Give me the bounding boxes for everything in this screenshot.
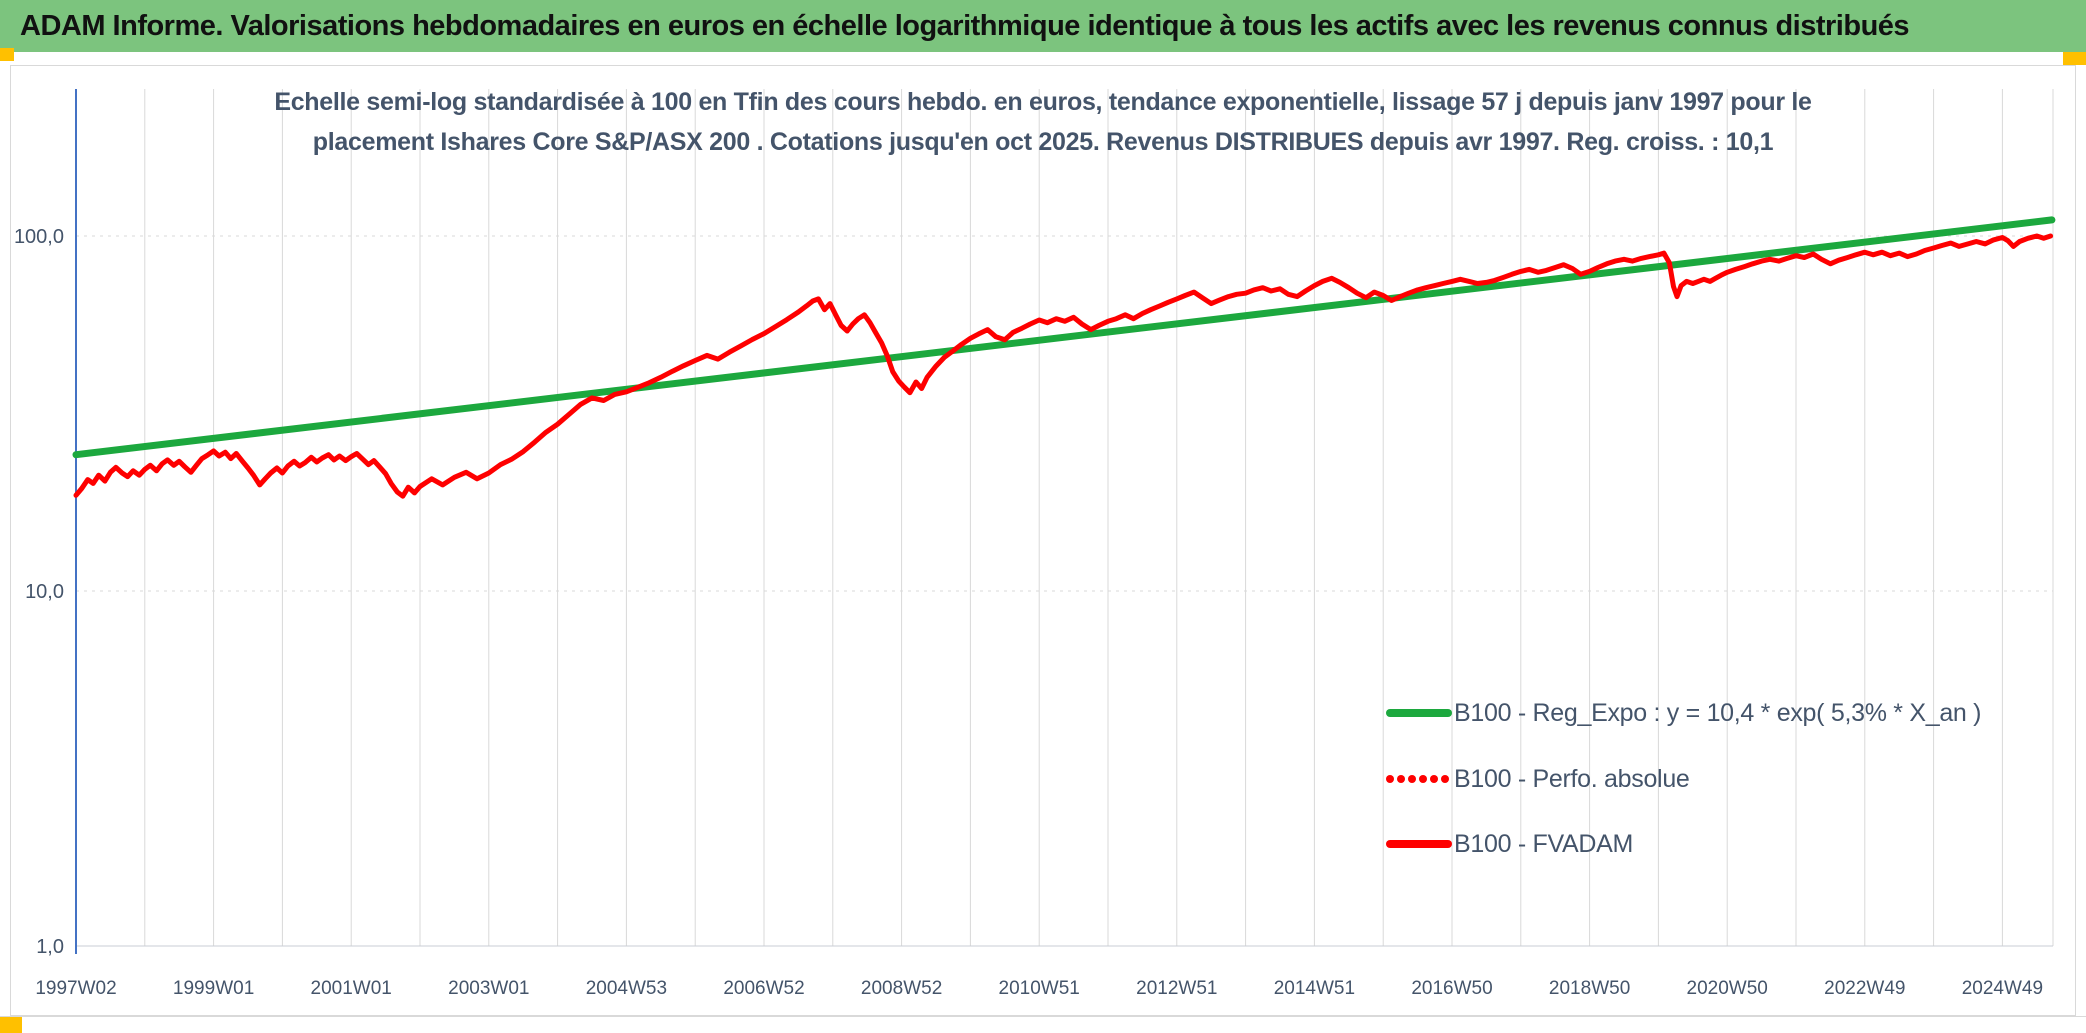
x-tick-label: 2024W49 [1962,978,2043,999]
series-fvadam-line[interactable] [73,233,2054,499]
legend-item-fvadam[interactable]: B100 - FVADAM [1386,824,1633,864]
header-bar: ADAM Informe. Valorisations hebdomadaire… [0,0,2086,52]
x-tick-label: 2014W51 [1274,978,1355,999]
legend-item-perfo-absolue[interactable]: B100 - Perfo. absolue [1386,759,1690,799]
bottom-divider [0,1016,2086,1017]
scroll-marker-top-right [2063,52,2086,65]
legend-label: B100 - Reg_Expo : y = 10,4 * exp( 5,3% *… [1454,698,1982,727]
y-tick-label: 10,0 [25,581,64,603]
chart-area[interactable]: Echelle semi-log standardisée à 100 en T… [10,65,2076,1016]
y-tick-label: 100,0 [14,226,64,248]
x-tick-label: 2006W52 [723,978,804,999]
legend-item-regexpo[interactable]: B100 - Reg_Expo : y = 10,4 * exp( 5,3% *… [1386,693,1982,733]
scroll-marker-top-left [0,48,14,61]
x-tick-label: 2018W50 [1549,978,1630,999]
legend-label: B100 - FVADAM [1454,829,1634,858]
x-tick-label: 2004W53 [586,978,667,999]
green-line-swatch [1386,709,1452,717]
red-dotted-swatch [1386,775,1452,783]
x-tick-label: 1997W02 [35,978,116,999]
x-tick-label: 2010W51 [999,978,1080,999]
legend-label: B100 - Perfo. absolue [1454,764,1690,793]
scroll-marker-bottom-left [0,1016,22,1033]
series-regexpo-line[interactable] [72,216,2056,459]
x-tick-label: 2020W50 [1687,978,1768,999]
x-tick-label: 2022W49 [1824,978,1905,999]
x-tick-label: 2016W50 [1411,978,1492,999]
x-tick-label: 2012W51 [1136,978,1217,999]
x-tick-label: 2001W01 [311,978,392,999]
page-title: ADAM Informe. Valorisations hebdomadaire… [20,9,1910,42]
y-tick-label: 1,0 [36,936,64,958]
x-tick-label: 2008W52 [861,978,942,999]
x-tick-label: 2003W01 [448,978,529,999]
x-tick-label: 1999W01 [173,978,254,999]
red-line-swatch [1386,840,1452,848]
chart-svg[interactable]: 100,0 10,0 1,0 1997W02 1999W01 2001W01 2003W01… [11,66,2075,1015]
